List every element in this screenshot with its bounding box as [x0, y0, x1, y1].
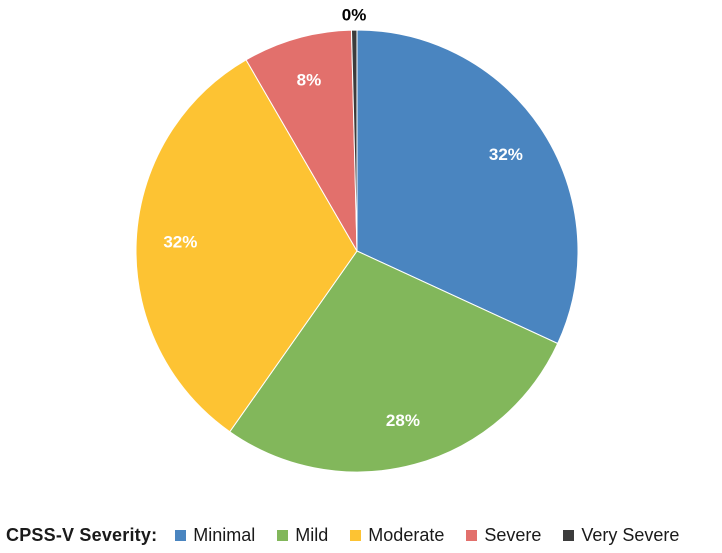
pie-slice-minimal [356, 29, 579, 345]
legend-item-very-severe: Very Severe [563, 525, 679, 546]
legend-label-mild: Mild [295, 524, 329, 545]
legend: CPSS-V Severity: Minimal Mild Moderate S… [6, 521, 679, 549]
data-label-moderate: 32% [163, 233, 197, 252]
data-label-minimal: 32% [489, 145, 523, 164]
legend-swatch-moderate [350, 529, 362, 541]
legend-label-minimal: Minimal [193, 524, 256, 545]
legend-item-severe: Severe [466, 525, 541, 546]
legend-item-minimal: Minimal [175, 525, 255, 546]
legend-label-moderate: Moderate [368, 524, 445, 545]
pie-slice-mild [229, 250, 559, 473]
pie-slice-moderate [135, 59, 358, 433]
legend-item-mild: Mild [277, 525, 328, 546]
data-label-mild: 28% [386, 411, 420, 430]
data-label-very-severe: 0% [342, 6, 367, 25]
pie-slice-very-severe [350, 29, 358, 252]
data-label-severe: 8% [297, 70, 322, 89]
legend-swatch-mild [277, 529, 289, 541]
pie-slice-severe [245, 29, 358, 252]
legend-item-moderate: Moderate [350, 525, 444, 546]
legend-label-severe: Severe [484, 524, 542, 545]
pie-chart: 32% 28% 32% 8% 0% [135, 6, 579, 473]
pie-slices [135, 29, 579, 473]
legend-title: CPSS-V Severity: [6, 524, 158, 545]
legend-swatch-very-severe [563, 529, 575, 541]
legend-swatch-severe [466, 529, 478, 541]
data-labels: 32% 28% 32% 8% 0% [163, 6, 523, 431]
legend-swatch-minimal [175, 529, 187, 541]
legend-label-very-severe: Very Severe [581, 524, 680, 545]
